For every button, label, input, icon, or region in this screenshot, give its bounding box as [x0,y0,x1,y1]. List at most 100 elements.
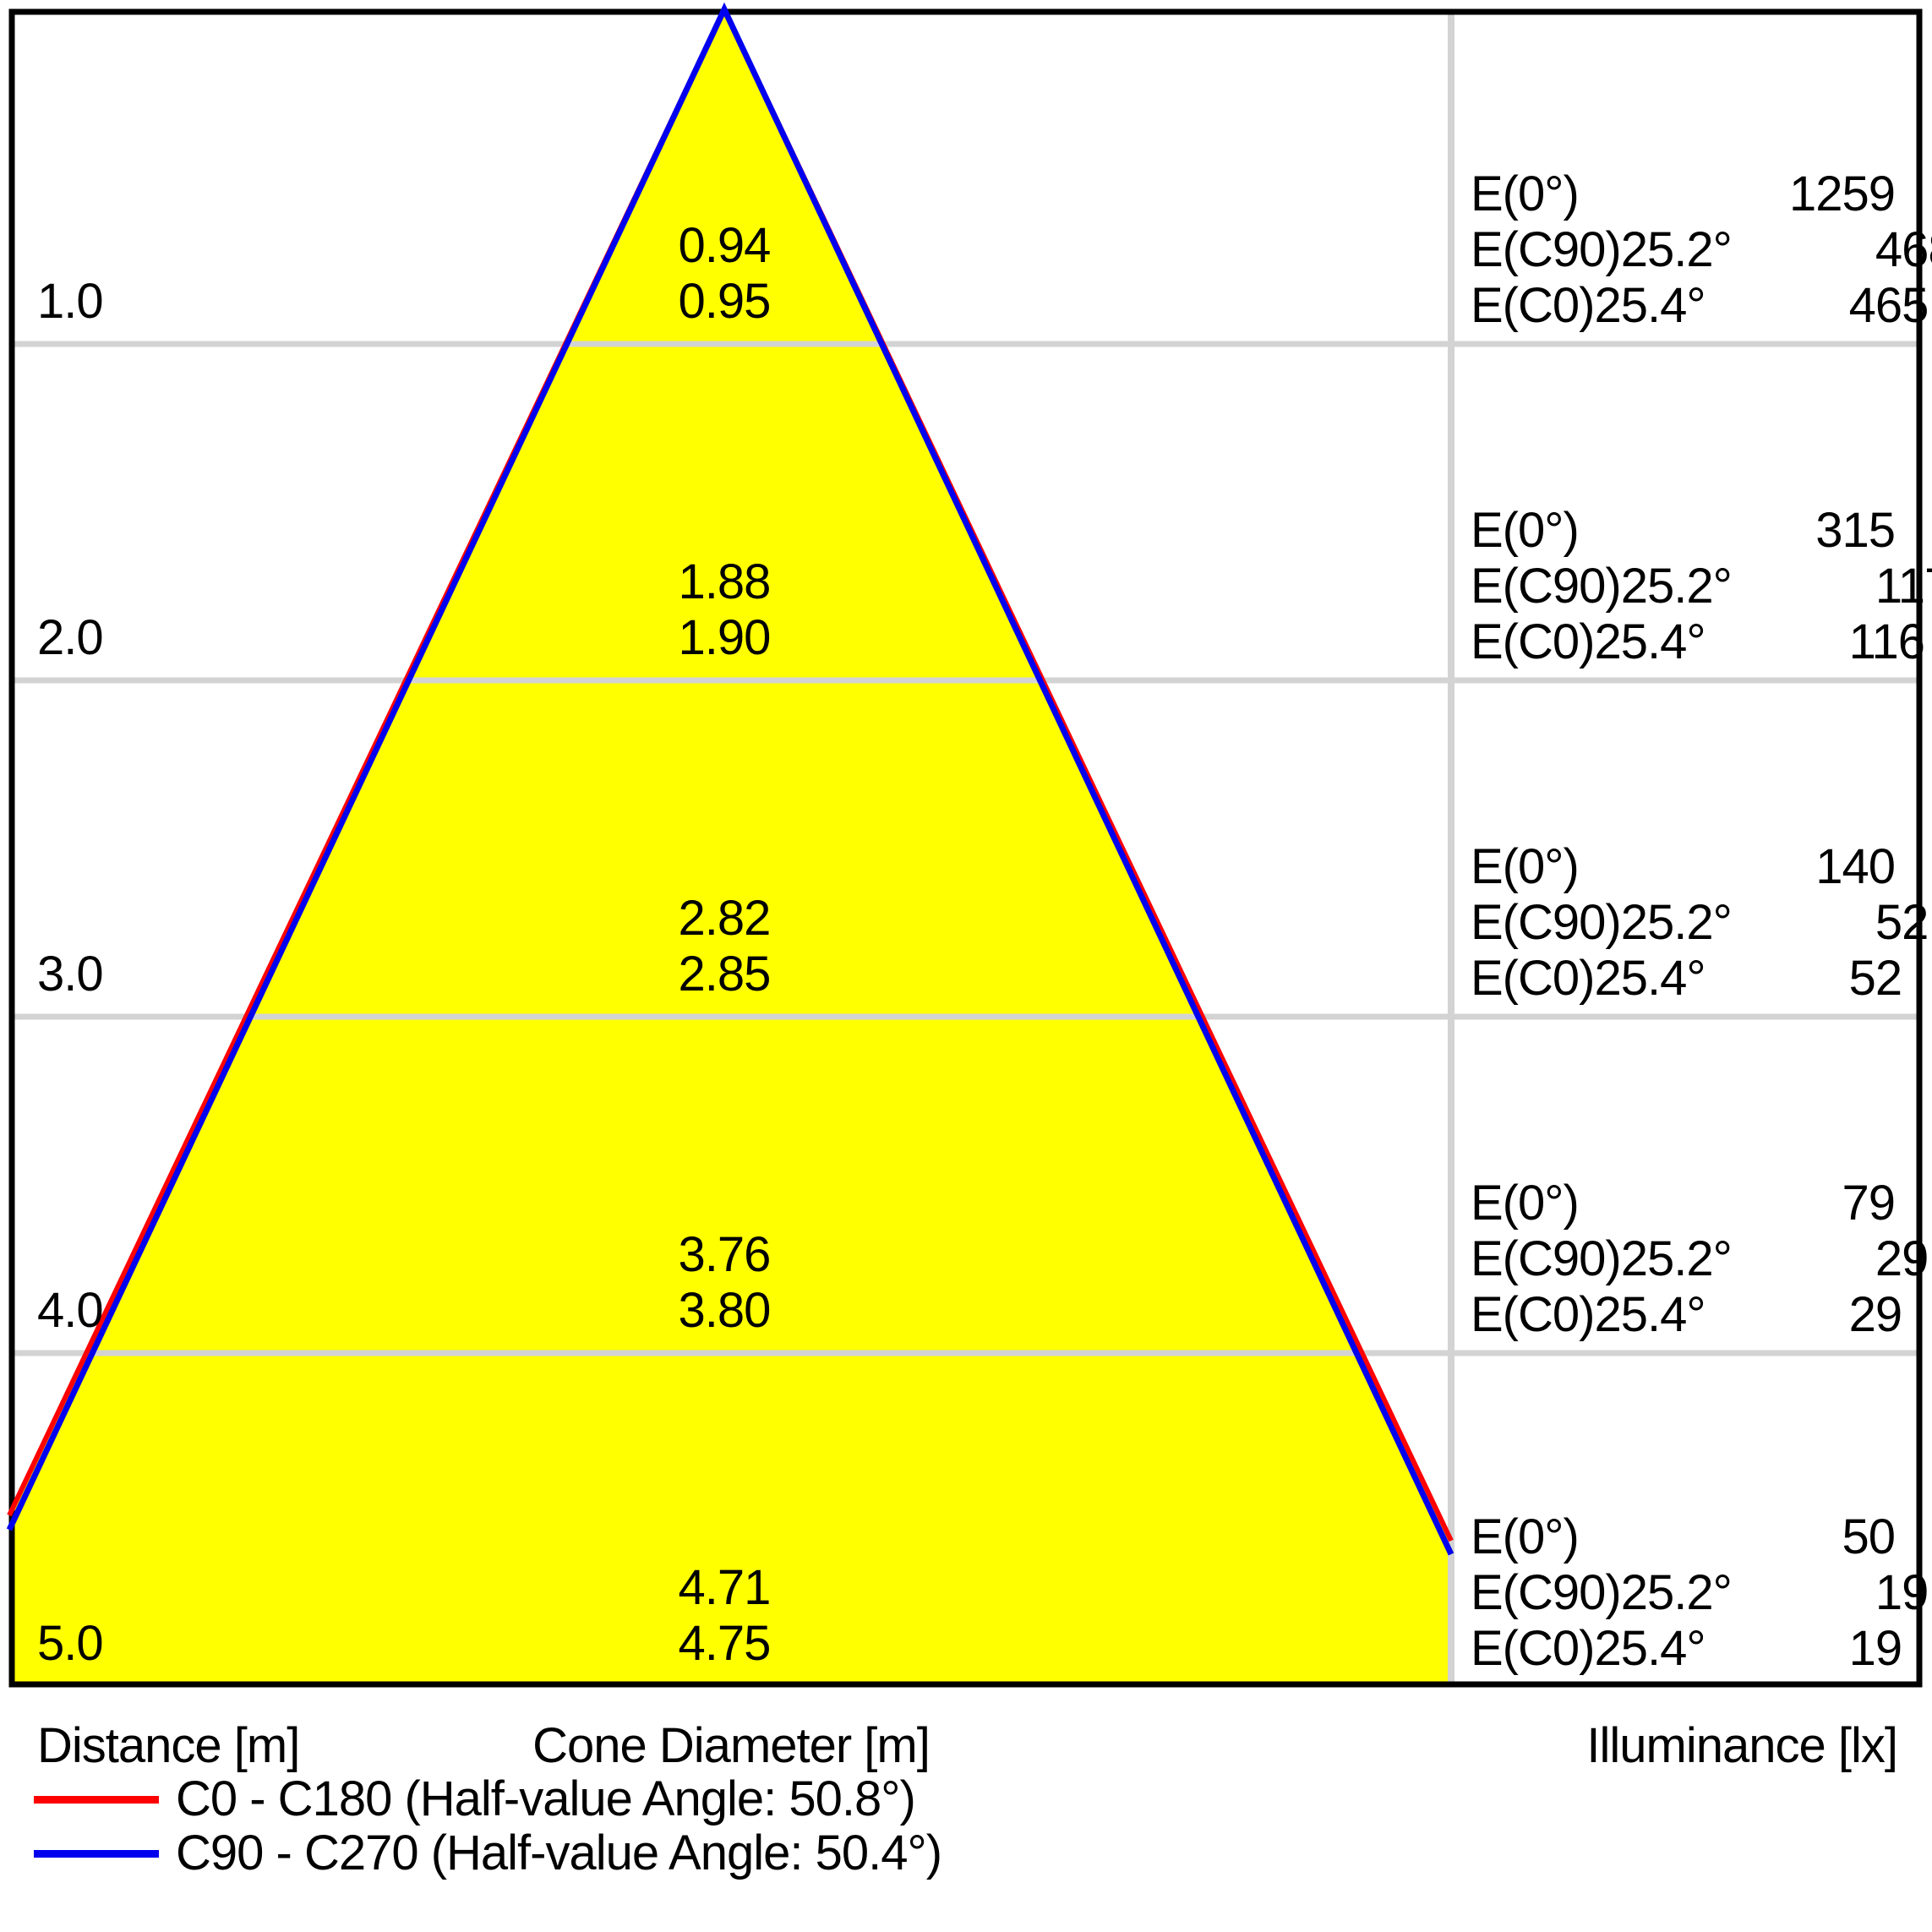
ec0-label: E(C0) [1471,278,1595,333]
c0-c180-legend-label: C0 - C180 (Half-value Angle: 50.8°) [176,1771,916,1826]
e0-label: E(0°) [1471,503,1580,558]
distance-label-1m: 1.0 [37,274,104,329]
illuminance-block-3m: E(0°) 140 E(C90) 25.2° 52 E(C0) 25.4° 52 [1471,839,1929,1007]
cone-diameter-c90: 2.82 [678,891,772,946]
c90-c270-line [6,2,1454,1556]
ec0-value: 19 [1848,1621,1903,1676]
ec0-angle: 25.4° [1594,1287,1706,1342]
illuminance-row: E(C90) 25.2° 29 [1471,1231,1929,1287]
distance-axis-label: Distance [m] [37,1718,300,1773]
illuminance-block-1m: E(0°) 1259 E(C90) 25.2° 468 E(C0) 25.4° … [1471,166,1932,334]
ec0-value: 52 [1848,951,1903,1006]
ec90-value: 19 [1875,1565,1929,1620]
legend-item-c90-c270: C90 - C270 (Half-value Angle: 50.4°) [34,1826,942,1881]
cone-diameter-c90: 3.76 [678,1227,772,1282]
cone-diameter-values-1m: 0.94 0.95 [678,218,772,330]
ec90-label: E(C90) [1471,559,1622,614]
cone-diameter-c90: 1.88 [678,554,772,609]
ec0-angle: 25.4° [1594,278,1706,333]
ec0-value: 465 [1848,278,1929,333]
e0-label: E(0°) [1471,166,1580,221]
ec90-angle: 25.2° [1620,1231,1733,1286]
illuminance-row: E(C90) 25.2° 19 [1471,1565,1929,1621]
illuminance-row: E(C0) 25.4° 465 [1471,278,1929,334]
illuminance-row: E(0°) 79 [1471,1176,1896,1231]
e0-value: 140 [1815,839,1896,894]
cone-diameter-values-3m: 2.82 2.85 [678,891,772,1002]
ec0-label: E(C0) [1471,614,1595,669]
ec90-label: E(C90) [1471,1565,1622,1620]
illuminance-row: E(0°) 315 [1471,503,1896,559]
ec90-angle: 25.2° [1620,895,1733,950]
e0-label: E(0°) [1471,1509,1580,1564]
e0-value: 50 [1842,1509,1896,1564]
distance-label-4m: 4.0 [37,1283,104,1338]
ec90-value: 29 [1875,1231,1929,1286]
illuminance-row: E(C0) 25.4° 29 [1471,1287,1902,1343]
ec0-label: E(C0) [1471,1621,1595,1676]
cone-diameter-axis-label: Cone Diameter [m] [532,1718,931,1773]
ec90-label: E(C90) [1471,895,1622,950]
cone-diameter-c0: 1.90 [678,610,772,665]
illuminance-row: E(C0) 25.4° 116 [1471,614,1925,670]
illuminance-block-5m: E(0°) 50 E(C90) 25.2° 19 E(C0) 25.4° 19 [1471,1509,1929,1677]
ec0-angle: 25.4° [1594,614,1706,669]
illuminance-row: E(C90) 25.2° 468 [1471,222,1932,278]
c90-c270-legend-label: C90 - C270 (Half-value Angle: 50.4°) [176,1826,942,1880]
ec90-value: 117 [1875,559,1932,614]
e0-value: 1259 [1788,166,1896,221]
illuminance-block-2m: E(0°) 315 E(C90) 25.2° 117 E(C0) 25.4° 1… [1471,503,1932,670]
illuminance-row: E(C90) 25.2° 117 [1471,559,1932,614]
illuminance-row: E(0°) 140 [1471,839,1896,895]
ec0-label: E(C0) [1471,1287,1595,1342]
illuminance-row: E(C90) 25.2° 52 [1471,895,1929,951]
e0-value: 315 [1815,503,1896,558]
distance-label-5m: 5.0 [37,1616,104,1671]
ec0-angle: 25.4° [1594,951,1706,1006]
cone-diameter-c90: 4.71 [678,1560,772,1615]
e0-angle [1635,1176,1779,1231]
ec90-value: 52 [1875,895,1929,950]
ec0-value: 29 [1848,1287,1903,1342]
illuminance-row: E(0°) 1259 [1471,166,1896,222]
distance-label-2m: 2.0 [37,610,104,665]
cone-diameter-c0: 3.80 [678,1283,772,1338]
distance-gridlines [12,341,1919,1356]
illuminance-block-4m: E(0°) 79 E(C90) 25.2° 29 E(C0) 25.4° 29 [1471,1176,1929,1343]
ec90-angle: 25.2° [1620,1565,1733,1620]
ec0-value: 116 [1848,614,1925,669]
ec90-angle: 25.2° [1620,222,1733,277]
ec90-label: E(C90) [1471,222,1622,277]
e0-angle [1635,503,1779,559]
e0-angle [1635,166,1779,222]
cone-diameter-c0: 2.85 [678,947,772,1001]
cone-diameter-c0: 4.75 [678,1616,772,1671]
illuminance-row: E(C0) 25.4° 52 [1471,951,1902,1007]
e0-angle [1635,839,1779,895]
c90-c270-legend-swatch [34,1849,159,1858]
ec0-label: E(C0) [1471,951,1595,1006]
light-cone-fill [9,9,1451,1687]
e0-angle [1635,1509,1779,1565]
chart-frame [8,8,1923,1688]
cone-diameter-c0: 0.95 [678,274,772,329]
e0-label: E(0°) [1471,1176,1580,1231]
cone-diameter-values-4m: 3.76 3.80 [678,1227,772,1339]
illuminance-axis-label: Illuminance [lx] [1586,1718,1898,1773]
legend-item-c0-c180: C0 - C180 (Half-value Angle: 50.8°) [34,1771,916,1827]
cone-diameter-values-2m: 1.88 1.90 [678,554,772,666]
ec90-angle: 25.2° [1620,559,1733,614]
illuminance-row: E(C0) 25.4° 19 [1471,1621,1902,1677]
ec0-angle: 25.4° [1594,1621,1706,1676]
cone-diameter-values-5m: 4.71 4.75 [678,1560,772,1672]
cone-diameter-c90: 0.94 [678,218,772,273]
ec90-label: E(C90) [1471,1231,1622,1286]
ec90-value: 468 [1875,222,1932,277]
c0-c180-legend-swatch [34,1795,159,1804]
illuminance-row: E(0°) 50 [1471,1509,1896,1565]
e0-label: E(0°) [1471,839,1580,894]
e0-value: 79 [1842,1176,1896,1231]
distance-label-3m: 3.0 [37,947,104,1001]
